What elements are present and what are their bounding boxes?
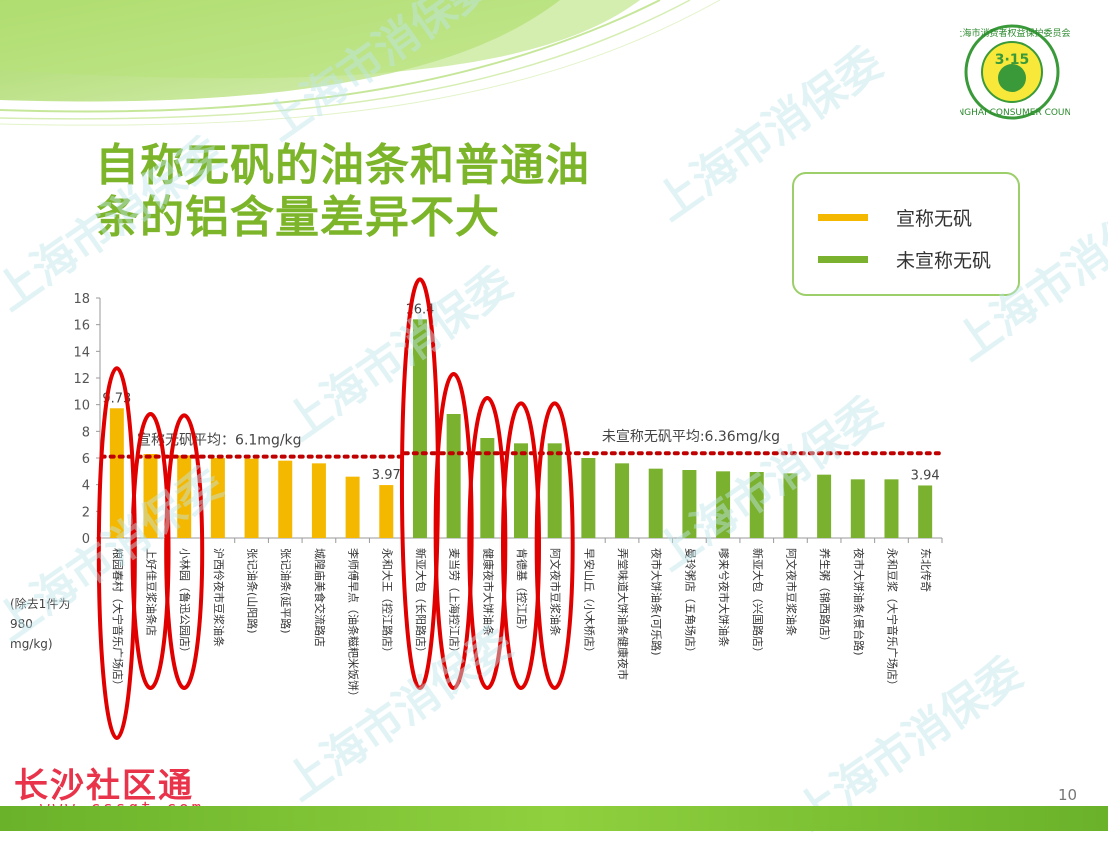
x-tick-label: 肯德基（控江店） [515, 548, 529, 636]
data-label: 9.73 [102, 391, 131, 406]
x-tick-label: 曼玲粥店（五角场店） [683, 548, 697, 658]
bar [480, 438, 495, 538]
highlight-ellipse [96, 366, 137, 741]
bar [817, 474, 832, 538]
bar [345, 476, 360, 538]
x-tick-label: 麦当劳（上海控江店） [448, 548, 462, 658]
x-tick-label: 早安山丘（小木桥店） [582, 548, 596, 658]
bar [648, 468, 663, 538]
highlight-ellipse [164, 413, 205, 691]
x-tick-label: 上好佳豆浆油条店 [145, 548, 159, 636]
chart-legend: 宣称无矾 未宣称无矾 [792, 172, 1020, 296]
average-label: 未宣称无矾平均:6.36mg/kg [602, 429, 780, 445]
x-tick-label: 粮园春村（大宁音乐广场店） [111, 548, 125, 691]
bar [749, 472, 764, 538]
bar [783, 473, 798, 538]
x-tick-label: 沪西伶夜市豆浆油条 [212, 548, 226, 647]
highlight-ellipse [501, 401, 541, 691]
x-tick-label: 李师傅早点（油条糍粑米饭饼） [347, 548, 361, 702]
title-line-1: 自称无矾的油条和普通油 [95, 140, 590, 191]
bar [143, 454, 158, 538]
bar [547, 443, 562, 538]
bar [412, 319, 427, 538]
highlight-ellipse [467, 396, 508, 690]
x-tick-label: 城隍庙美食交流路店 [313, 548, 327, 647]
bar [210, 458, 225, 538]
logo-bottom-text: SHANGHAI CONSUMER COUNCIL [960, 108, 1070, 118]
footer-band [0, 806, 1108, 831]
y-unit-note-line-2: 980 [10, 617, 33, 631]
bar [581, 458, 596, 538]
y-tick-label: 2 [82, 505, 90, 520]
bar [244, 458, 259, 538]
bar [884, 479, 899, 538]
bar [850, 479, 865, 538]
legend-label-unclaimed: 未宣称无矾 [896, 249, 992, 272]
x-tick-label: 新亚大包（兴国路店） [751, 548, 765, 658]
y-tick-label: 0 [82, 532, 90, 547]
header-wave [0, 0, 721, 126]
y-unit-note-line-1: (除去1件为 [10, 597, 71, 611]
bar [311, 463, 326, 538]
highlight-ellipse [534, 401, 575, 691]
bar [514, 443, 528, 538]
x-tick-label: 阿文夜市豆浆油条 [549, 548, 563, 636]
x-tick-label: 东北传奇 [919, 548, 932, 592]
slide-title: 自称无矾的油条和普通油 条的铝含量差异不大 [95, 140, 695, 244]
y-tick-label: 10 [73, 399, 90, 414]
y-tick-label: 4 [82, 479, 90, 494]
bar [109, 408, 124, 538]
x-tick-label: 张记油条(延平路) [279, 548, 293, 634]
bar [446, 414, 461, 538]
legend-item-unclaimed: 未宣称无矾 [818, 244, 991, 274]
logo-mark: 3·15 [995, 52, 1030, 68]
x-tick-label: 永和大王（控江路店） [380, 548, 394, 658]
data-label: 3.94 [911, 468, 940, 483]
x-tick-label: 弄堂味道大饼油条健康夜市 [616, 548, 630, 680]
page-number: 10 [1058, 786, 1078, 804]
y-unit-note-line-3: mg/kg) [10, 637, 53, 651]
bar [918, 485, 933, 538]
highlight-ellipse [130, 412, 171, 690]
x-tick-label: 阿文夜市豆浆油条 [784, 548, 798, 636]
x-tick-label: 夜市大饼油条(可乐路) [650, 548, 664, 656]
x-tick-label: 健康夜市大饼油条 [481, 548, 495, 636]
legend-swatch-unclaimed [818, 255, 868, 263]
legend-item-claimed: 宣称无矾 [818, 202, 972, 232]
highlight-ellipse [433, 372, 474, 690]
bar [716, 471, 731, 538]
y-tick-label: 18 [73, 292, 90, 307]
bar [177, 455, 192, 538]
consumer-council-logo: 3·15 上海市消费者权益保护委员会 SHANGHAI CONSUMER COU… [960, 24, 1070, 120]
bar [615, 463, 630, 538]
average-label: 宣称无矾平均：6.1mg/kg [137, 433, 302, 449]
x-tick-label: 永和豆浆（大宁音乐广场店） [885, 548, 899, 691]
bar [682, 470, 697, 538]
x-tick-label: 夜市大饼油条(景台路) [852, 548, 866, 656]
brand-text: 长沙社区通 [14, 766, 194, 806]
y-unit-note: (除去1件为 980 mg/kg) [10, 594, 100, 654]
y-tick-label: 6 [82, 452, 90, 467]
x-tick-label: 小林园（鲁迅公园店） [178, 548, 192, 658]
bar [379, 485, 394, 538]
x-tick-label: 张记油条(山阳路) [246, 548, 260, 634]
legend-swatch-claimed [818, 213, 868, 221]
bar [278, 460, 293, 538]
y-tick-label: 12 [73, 372, 90, 387]
legend-label-claimed: 宣称无矾 [896, 207, 973, 230]
x-tick-label: 养生粥（锦西路店） [818, 548, 832, 647]
x-tick-label: 新亚大包（长阳路店） [414, 548, 428, 658]
y-tick-label: 16 [73, 319, 90, 334]
x-tick-label: 嗲来兮夜市大饼油条 [717, 548, 731, 647]
y-tick-label: 8 [82, 425, 90, 440]
logo-top-text: 上海市消费者权益保护委员会 [960, 27, 1070, 39]
data-label: 3.97 [372, 468, 401, 483]
y-tick-label: 14 [73, 345, 90, 360]
title-line-2: 条的铝含量差异不大 [95, 192, 500, 243]
